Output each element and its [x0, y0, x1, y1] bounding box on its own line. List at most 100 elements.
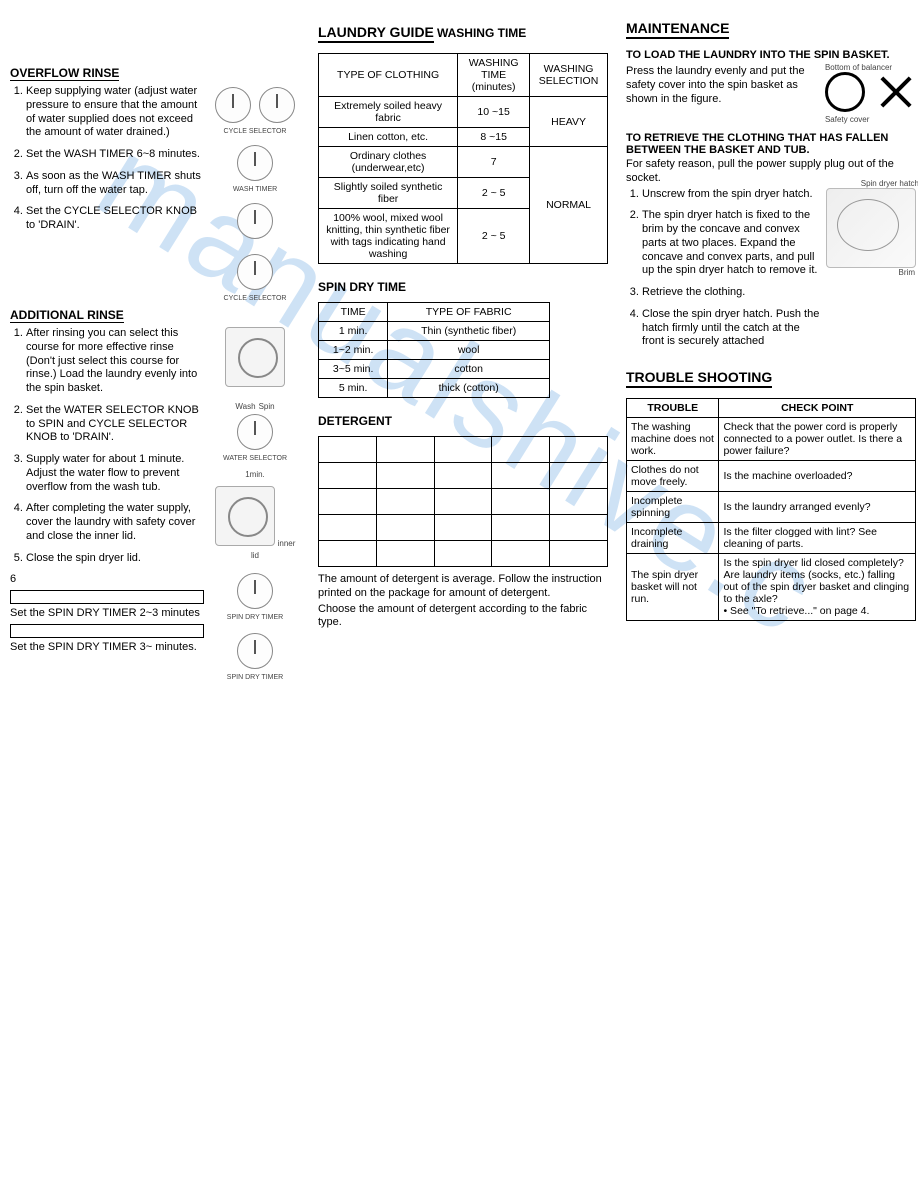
additional-step-1: After rinsing you can select this course…	[26, 327, 204, 396]
table-header: WASHING TIME (minutes)	[458, 54, 530, 97]
table-row: 5 min. thick (cotton)	[319, 379, 550, 398]
dial-icon	[237, 254, 273, 290]
table-cell: Incomplete draining	[627, 523, 719, 554]
additional-step-2: Set the WATER SELECTOR KNOB to SPIN and …	[26, 404, 204, 445]
table-header: TIME	[319, 303, 388, 322]
step-6a-text: Set the SPIN DRY TIMER 2~3 minutes	[10, 607, 204, 621]
additional-step-3: Supply water for about 1 minute. Adjust …	[26, 453, 204, 494]
table-row: The spin dryer basket will not run. Is t…	[627, 554, 916, 621]
dial-label: 1min.	[245, 470, 265, 479]
table-row: TROUBLE CHECK POINT	[627, 399, 916, 418]
retrieve-step-2: The spin dryer hatch is fixed to the bri…	[642, 209, 820, 278]
blank-box	[10, 590, 204, 604]
hatch-figure-icon: Spin dryer hatch Brim	[826, 188, 916, 268]
table-cell: Incomplete spinning	[627, 492, 719, 523]
additional-rinse-heading: ADDITIONAL RINSE	[10, 308, 124, 323]
overflow-step-4: Set the CYCLE SELECTOR KNOB to 'DRAIN'.	[26, 205, 204, 233]
retrieve-heading: TO RETRIEVE THE CLOTHING THAT HAS FALLEN…	[626, 132, 916, 156]
figure-label: Brim	[899, 268, 915, 277]
overflow-step-2: Set the WASH TIMER 6~8 minutes.	[26, 148, 204, 162]
figure-label: Spin dryer hatch	[861, 179, 918, 188]
table-row: 3~5 min. cotton	[319, 360, 550, 379]
table-row: Incomplete spinning Is the laundry arran…	[627, 492, 916, 523]
dial-icon	[215, 87, 251, 123]
table-cell: cotton	[388, 360, 550, 379]
cross-no-icon	[876, 72, 916, 112]
table-cell: Extremely soiled heavy fabric	[319, 97, 458, 128]
dial-label: Wash	[235, 402, 255, 411]
table-cell: Slightly soiled synthetic fiber	[319, 178, 458, 209]
table-cell: 8 ~15	[458, 128, 530, 147]
detergent-grid	[318, 436, 608, 567]
detergent-text-2: Choose the amount of detergent according…	[318, 603, 608, 631]
overflow-step-1: Keep supplying water (adjust water press…	[26, 85, 204, 140]
table-cell: HEAVY	[530, 97, 608, 147]
dial-icon	[237, 573, 273, 609]
additional-dial-figures: Wash Spin WATER SELECTOR 1min. inner lid…	[210, 327, 300, 681]
table-header: WASHING SELECTION	[530, 54, 608, 97]
table-cell: Check that the power cord is properly co…	[719, 418, 916, 461]
table-cell: 100% wool, mixed wool knitting, thin syn…	[319, 209, 458, 264]
table-header: TROUBLE	[627, 399, 719, 418]
table-header: TYPE OF CLOTHING	[319, 54, 458, 97]
maintenance-heading: MAINTENANCE	[626, 20, 729, 39]
washing-time-heading: WASHING TIME	[437, 26, 526, 40]
load-laundry-heading: TO LOAD THE LAUNDRY INTO THE SPIN BASKET…	[626, 49, 916, 61]
table-cell: Is the laundry arranged evenly?	[719, 492, 916, 523]
dial-icon	[237, 633, 273, 669]
additional-step-4: After completing the water supply, cover…	[26, 502, 204, 543]
dial-label: WATER SELECTOR	[210, 455, 300, 462]
table-header: CHECK POINT	[719, 399, 916, 418]
circle-ok-icon	[825, 72, 865, 112]
table-row: Extremely soiled heavy fabric 10 ~15 HEA…	[319, 97, 608, 128]
table-cell: 1 min.	[319, 322, 388, 341]
table-cell: Is the spin dryer lid closed completely?…	[719, 554, 916, 621]
table-cell: 2 ~ 5	[458, 178, 530, 209]
table-row: The washing machine does not work. Check…	[627, 418, 916, 461]
troubleshooting-heading: TROUBLE SHOOTING	[626, 369, 772, 388]
overflow-steps-list: Keep supplying water (adjust water press…	[10, 85, 204, 233]
page-layout: OVERFLOW RINSE Keep supplying water (adj…	[10, 20, 908, 681]
table-cell: Linen cotton, etc.	[319, 128, 458, 147]
table-cell: 10 ~15	[458, 97, 530, 128]
table-cell: NORMAL	[530, 147, 608, 264]
retrieve-step-3: Retrieve the clothing.	[642, 286, 820, 300]
laundry-guide-heading: LAUNDRY GUIDE	[318, 24, 434, 43]
dial-label: WASH TIMER	[210, 186, 300, 193]
dial-icon	[237, 145, 273, 181]
table-cell: Is the machine overloaded?	[719, 461, 916, 492]
retrieve-step-4: Close the spin dryer hatch. Push the hat…	[642, 308, 820, 349]
spin-basket-icon	[225, 327, 285, 387]
table-cell: Is the filter clogged with lint? See cle…	[719, 523, 916, 554]
table-row: Incomplete draining Is the filter clogge…	[627, 523, 916, 554]
spin-dry-heading: SPIN DRY TIME	[318, 280, 406, 294]
spin-dry-table: TIME TYPE OF FABRIC 1 min. Thin (synthet…	[318, 302, 550, 398]
figure-label: Safety cover	[825, 115, 916, 124]
table-row: 1 min. Thin (synthetic fiber)	[319, 322, 550, 341]
load-laundry-text: Press the laundry evenly and put the saf…	[626, 65, 813, 106]
load-figure: Bottom of balancer Safety cover	[825, 63, 916, 124]
dial-icon	[237, 414, 273, 450]
retrieve-step-1: Unscrew from the spin dryer hatch.	[642, 188, 820, 202]
washing-time-table: TYPE OF CLOTHING WASHING TIME (minutes) …	[318, 53, 608, 264]
step-6-marker: 6	[10, 573, 204, 587]
inner-lid-icon	[215, 486, 275, 546]
left-column: OVERFLOW RINSE Keep supplying water (adj…	[10, 20, 300, 681]
step-6b-text: Set the SPIN DRY TIMER 3~ minutes.	[10, 641, 204, 655]
dial-label: Spin	[259, 402, 275, 411]
table-cell: The washing machine does not work.	[627, 418, 719, 461]
additional-steps-list: After rinsing you can select this course…	[10, 327, 204, 565]
table-row: TIME TYPE OF FABRIC	[319, 303, 550, 322]
retrieve-steps-list: Unscrew from the spin dryer hatch. The s…	[626, 188, 820, 350]
right-column: MAINTENANCE TO LOAD THE LAUNDRY INTO THE…	[626, 20, 916, 681]
dial-label: SPIN DRY TIMER	[210, 674, 300, 681]
table-row: Ordinary clothes (underwear,etc) 7 NORMA…	[319, 147, 608, 178]
table-cell: 1~2 min.	[319, 341, 388, 360]
dial-icon	[237, 203, 273, 239]
table-cell: Thin (synthetic fiber)	[388, 322, 550, 341]
additional-step-5: Close the spin dryer lid.	[26, 552, 204, 566]
table-cell: 2 ~ 5	[458, 209, 530, 264]
table-cell: wool	[388, 341, 550, 360]
table-cell: Ordinary clothes (underwear,etc)	[319, 147, 458, 178]
table-cell: thick (cotton)	[388, 379, 550, 398]
